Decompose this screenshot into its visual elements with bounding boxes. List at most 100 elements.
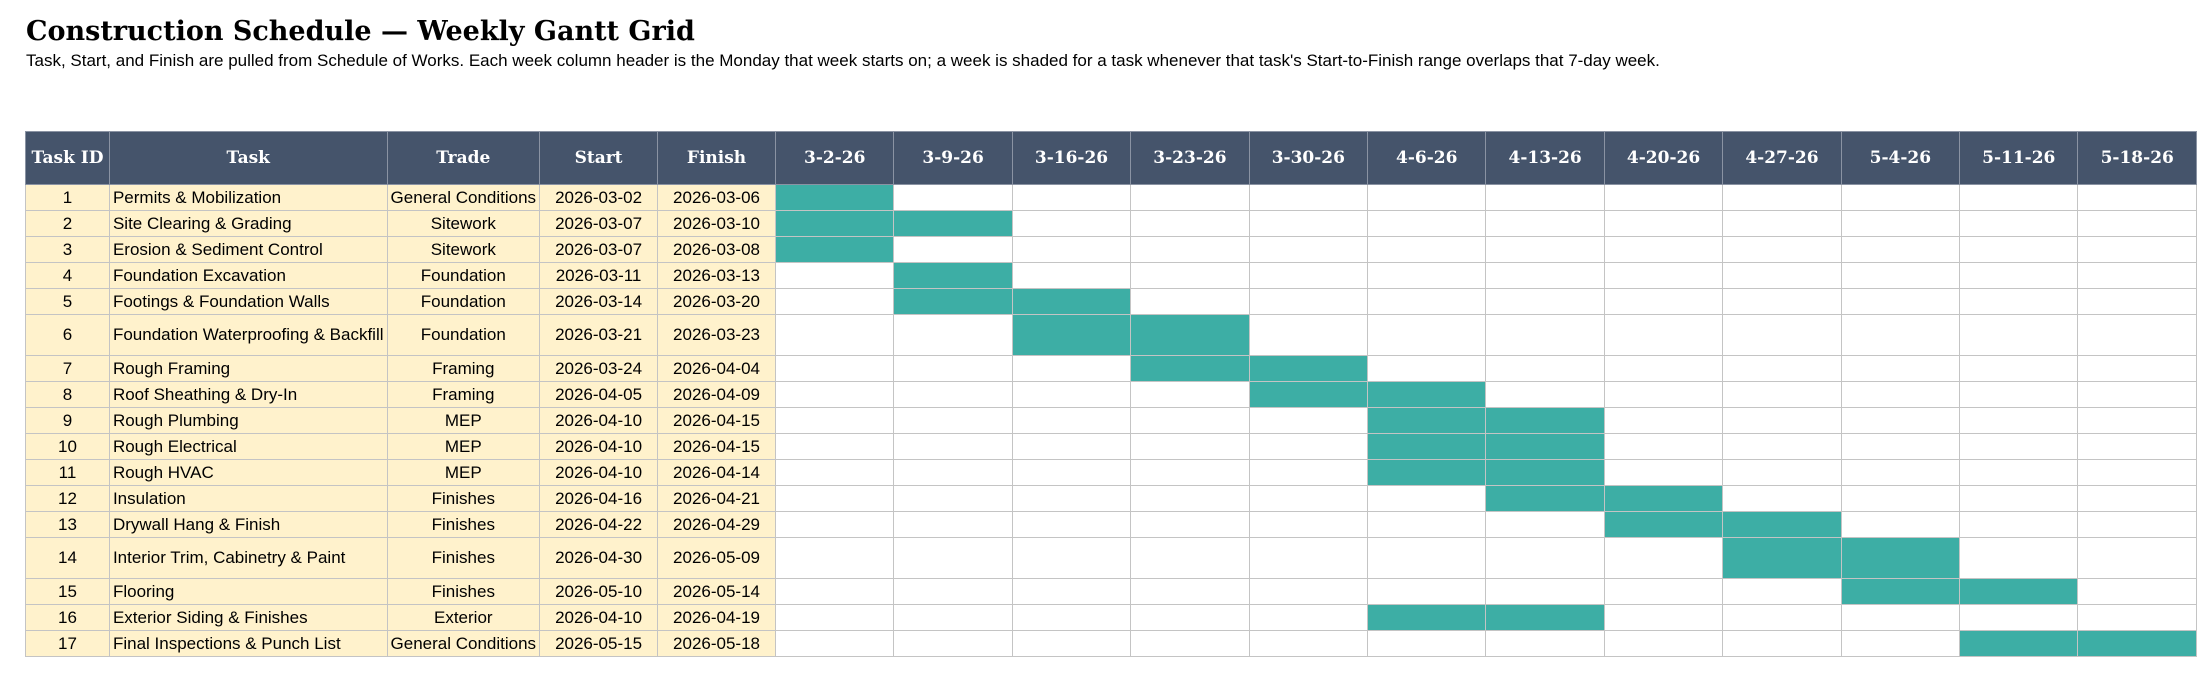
gantt-empty-cell[interactable] <box>1722 459 1842 486</box>
gantt-empty-cell[interactable] <box>2077 537 2197 579</box>
gantt-empty-cell[interactable] <box>1130 537 1250 579</box>
gantt-empty-cell[interactable] <box>893 184 1013 211</box>
gantt-empty-cell[interactable] <box>1248 314 1369 356</box>
gantt-empty-cell[interactable] <box>893 314 1013 356</box>
gantt-empty-cell[interactable] <box>1840 288 1961 315</box>
gantt-empty-cell[interactable] <box>1840 407 1961 434</box>
gantt-empty-cell[interactable] <box>1840 459 1961 486</box>
gantt-empty-cell[interactable] <box>1367 262 1487 289</box>
gantt-empty-cell[interactable] <box>1959 381 2079 408</box>
gantt-empty-cell[interactable] <box>1840 210 1961 237</box>
task-name-cell[interactable]: Rough Plumbing <box>108 407 388 434</box>
trade-cell[interactable]: Framing <box>386 355 541 382</box>
start-date-cell[interactable]: 2026-05-10 <box>539 578 659 605</box>
gantt-empty-cell[interactable] <box>1011 355 1132 382</box>
task-id-cell[interactable]: 3 <box>25 236 110 263</box>
gantt-empty-cell[interactable] <box>1603 288 1724 315</box>
start-date-cell[interactable]: 2026-03-11 <box>539 262 659 289</box>
gantt-empty-cell[interactable] <box>1248 236 1369 263</box>
gantt-empty-cell[interactable] <box>1367 511 1487 538</box>
gantt-empty-cell[interactable] <box>1130 459 1250 486</box>
trade-cell[interactable]: Foundation <box>386 288 541 315</box>
gantt-bar-cell[interactable] <box>1485 604 1605 631</box>
col-header-task-id[interactable]: Task ID <box>25 131 110 185</box>
task-id-cell[interactable]: 4 <box>25 262 110 289</box>
gantt-bar-cell[interactable] <box>1248 355 1369 382</box>
start-date-cell[interactable]: 2026-04-10 <box>539 433 659 460</box>
gantt-empty-cell[interactable] <box>1367 314 1487 356</box>
task-id-cell[interactable]: 6 <box>25 314 110 356</box>
gantt-empty-cell[interactable] <box>1367 355 1487 382</box>
gantt-empty-cell[interactable] <box>893 630 1013 657</box>
gantt-empty-cell[interactable] <box>893 355 1013 382</box>
task-id-cell[interactable]: 17 <box>25 630 110 657</box>
week-header[interactable]: 4-20-26 <box>1603 131 1724 185</box>
gantt-empty-cell[interactable] <box>1130 630 1250 657</box>
gantt-empty-cell[interactable] <box>1603 433 1724 460</box>
task-name-cell[interactable]: Insulation <box>108 485 388 512</box>
gantt-empty-cell[interactable] <box>774 314 895 356</box>
gantt-bar-cell[interactable] <box>1011 314 1132 356</box>
week-header[interactable]: 5-11-26 <box>1959 131 2079 185</box>
task-id-cell[interactable]: 14 <box>25 537 110 579</box>
gantt-empty-cell[interactable] <box>1367 630 1487 657</box>
gantt-bar-cell[interactable] <box>893 262 1013 289</box>
gantt-bar-cell[interactable] <box>1959 578 2079 605</box>
gantt-empty-cell[interactable] <box>1959 537 2079 579</box>
gantt-empty-cell[interactable] <box>1011 604 1132 631</box>
gantt-empty-cell[interactable] <box>774 381 895 408</box>
gantt-empty-cell[interactable] <box>1722 314 1842 356</box>
start-date-cell[interactable]: 2026-03-07 <box>539 210 659 237</box>
start-date-cell[interactable]: 2026-04-10 <box>539 459 659 486</box>
task-id-cell[interactable]: 8 <box>25 381 110 408</box>
gantt-empty-cell[interactable] <box>1485 288 1605 315</box>
task-id-cell[interactable]: 13 <box>25 511 110 538</box>
gantt-empty-cell[interactable] <box>1485 578 1605 605</box>
gantt-empty-cell[interactable] <box>1722 262 1842 289</box>
week-header[interactable]: 5-18-26 <box>2077 131 2197 185</box>
gantt-empty-cell[interactable] <box>1485 630 1605 657</box>
gantt-empty-cell[interactable] <box>1722 485 1842 512</box>
task-name-cell[interactable]: Site Clearing & Grading <box>108 210 388 237</box>
gantt-empty-cell[interactable] <box>1959 210 2079 237</box>
gantt-empty-cell[interactable] <box>774 459 895 486</box>
week-header[interactable]: 3-30-26 <box>1248 131 1369 185</box>
finish-date-cell[interactable]: 2026-03-06 <box>657 184 776 211</box>
gantt-empty-cell[interactable] <box>1248 433 1369 460</box>
gantt-empty-cell[interactable] <box>1011 578 1132 605</box>
gantt-empty-cell[interactable] <box>1130 236 1250 263</box>
gantt-empty-cell[interactable] <box>893 537 1013 579</box>
gantt-empty-cell[interactable] <box>1367 184 1487 211</box>
task-id-cell[interactable]: 1 <box>25 184 110 211</box>
finish-date-cell[interactable]: 2026-03-08 <box>657 236 776 263</box>
finish-date-cell[interactable]: 2026-04-15 <box>657 433 776 460</box>
week-header[interactable]: 3-9-26 <box>893 131 1013 185</box>
gantt-empty-cell[interactable] <box>2077 433 2197 460</box>
finish-date-cell[interactable]: 2026-04-14 <box>657 459 776 486</box>
task-id-cell[interactable]: 2 <box>25 210 110 237</box>
gantt-empty-cell[interactable] <box>2077 355 2197 382</box>
gantt-bar-cell[interactable] <box>1367 459 1487 486</box>
task-id-cell[interactable]: 5 <box>25 288 110 315</box>
gantt-empty-cell[interactable] <box>1840 381 1961 408</box>
trade-cell[interactable]: MEP <box>386 459 541 486</box>
gantt-empty-cell[interactable] <box>1959 262 2079 289</box>
gantt-empty-cell[interactable] <box>1011 262 1132 289</box>
gantt-empty-cell[interactable] <box>774 355 895 382</box>
col-header-finish[interactable]: Finish <box>657 131 776 185</box>
gantt-bar-cell[interactable] <box>1130 355 1250 382</box>
gantt-empty-cell[interactable] <box>1840 511 1961 538</box>
gantt-empty-cell[interactable] <box>893 511 1013 538</box>
gantt-empty-cell[interactable] <box>1840 184 1961 211</box>
task-name-cell[interactable]: Exterior Siding & Finishes <box>108 604 388 631</box>
gantt-empty-cell[interactable] <box>774 630 895 657</box>
finish-date-cell[interactable]: 2026-04-15 <box>657 407 776 434</box>
gantt-empty-cell[interactable] <box>1722 355 1842 382</box>
gantt-bar-cell[interactable] <box>1959 630 2079 657</box>
task-name-cell[interactable]: Permits & Mobilization <box>108 184 388 211</box>
start-date-cell[interactable]: 2026-05-15 <box>539 630 659 657</box>
gantt-empty-cell[interactable] <box>1248 459 1369 486</box>
gantt-empty-cell[interactable] <box>1248 630 1369 657</box>
gantt-bar-cell[interactable] <box>1485 485 1605 512</box>
trade-cell[interactable]: General Conditions <box>386 630 541 657</box>
